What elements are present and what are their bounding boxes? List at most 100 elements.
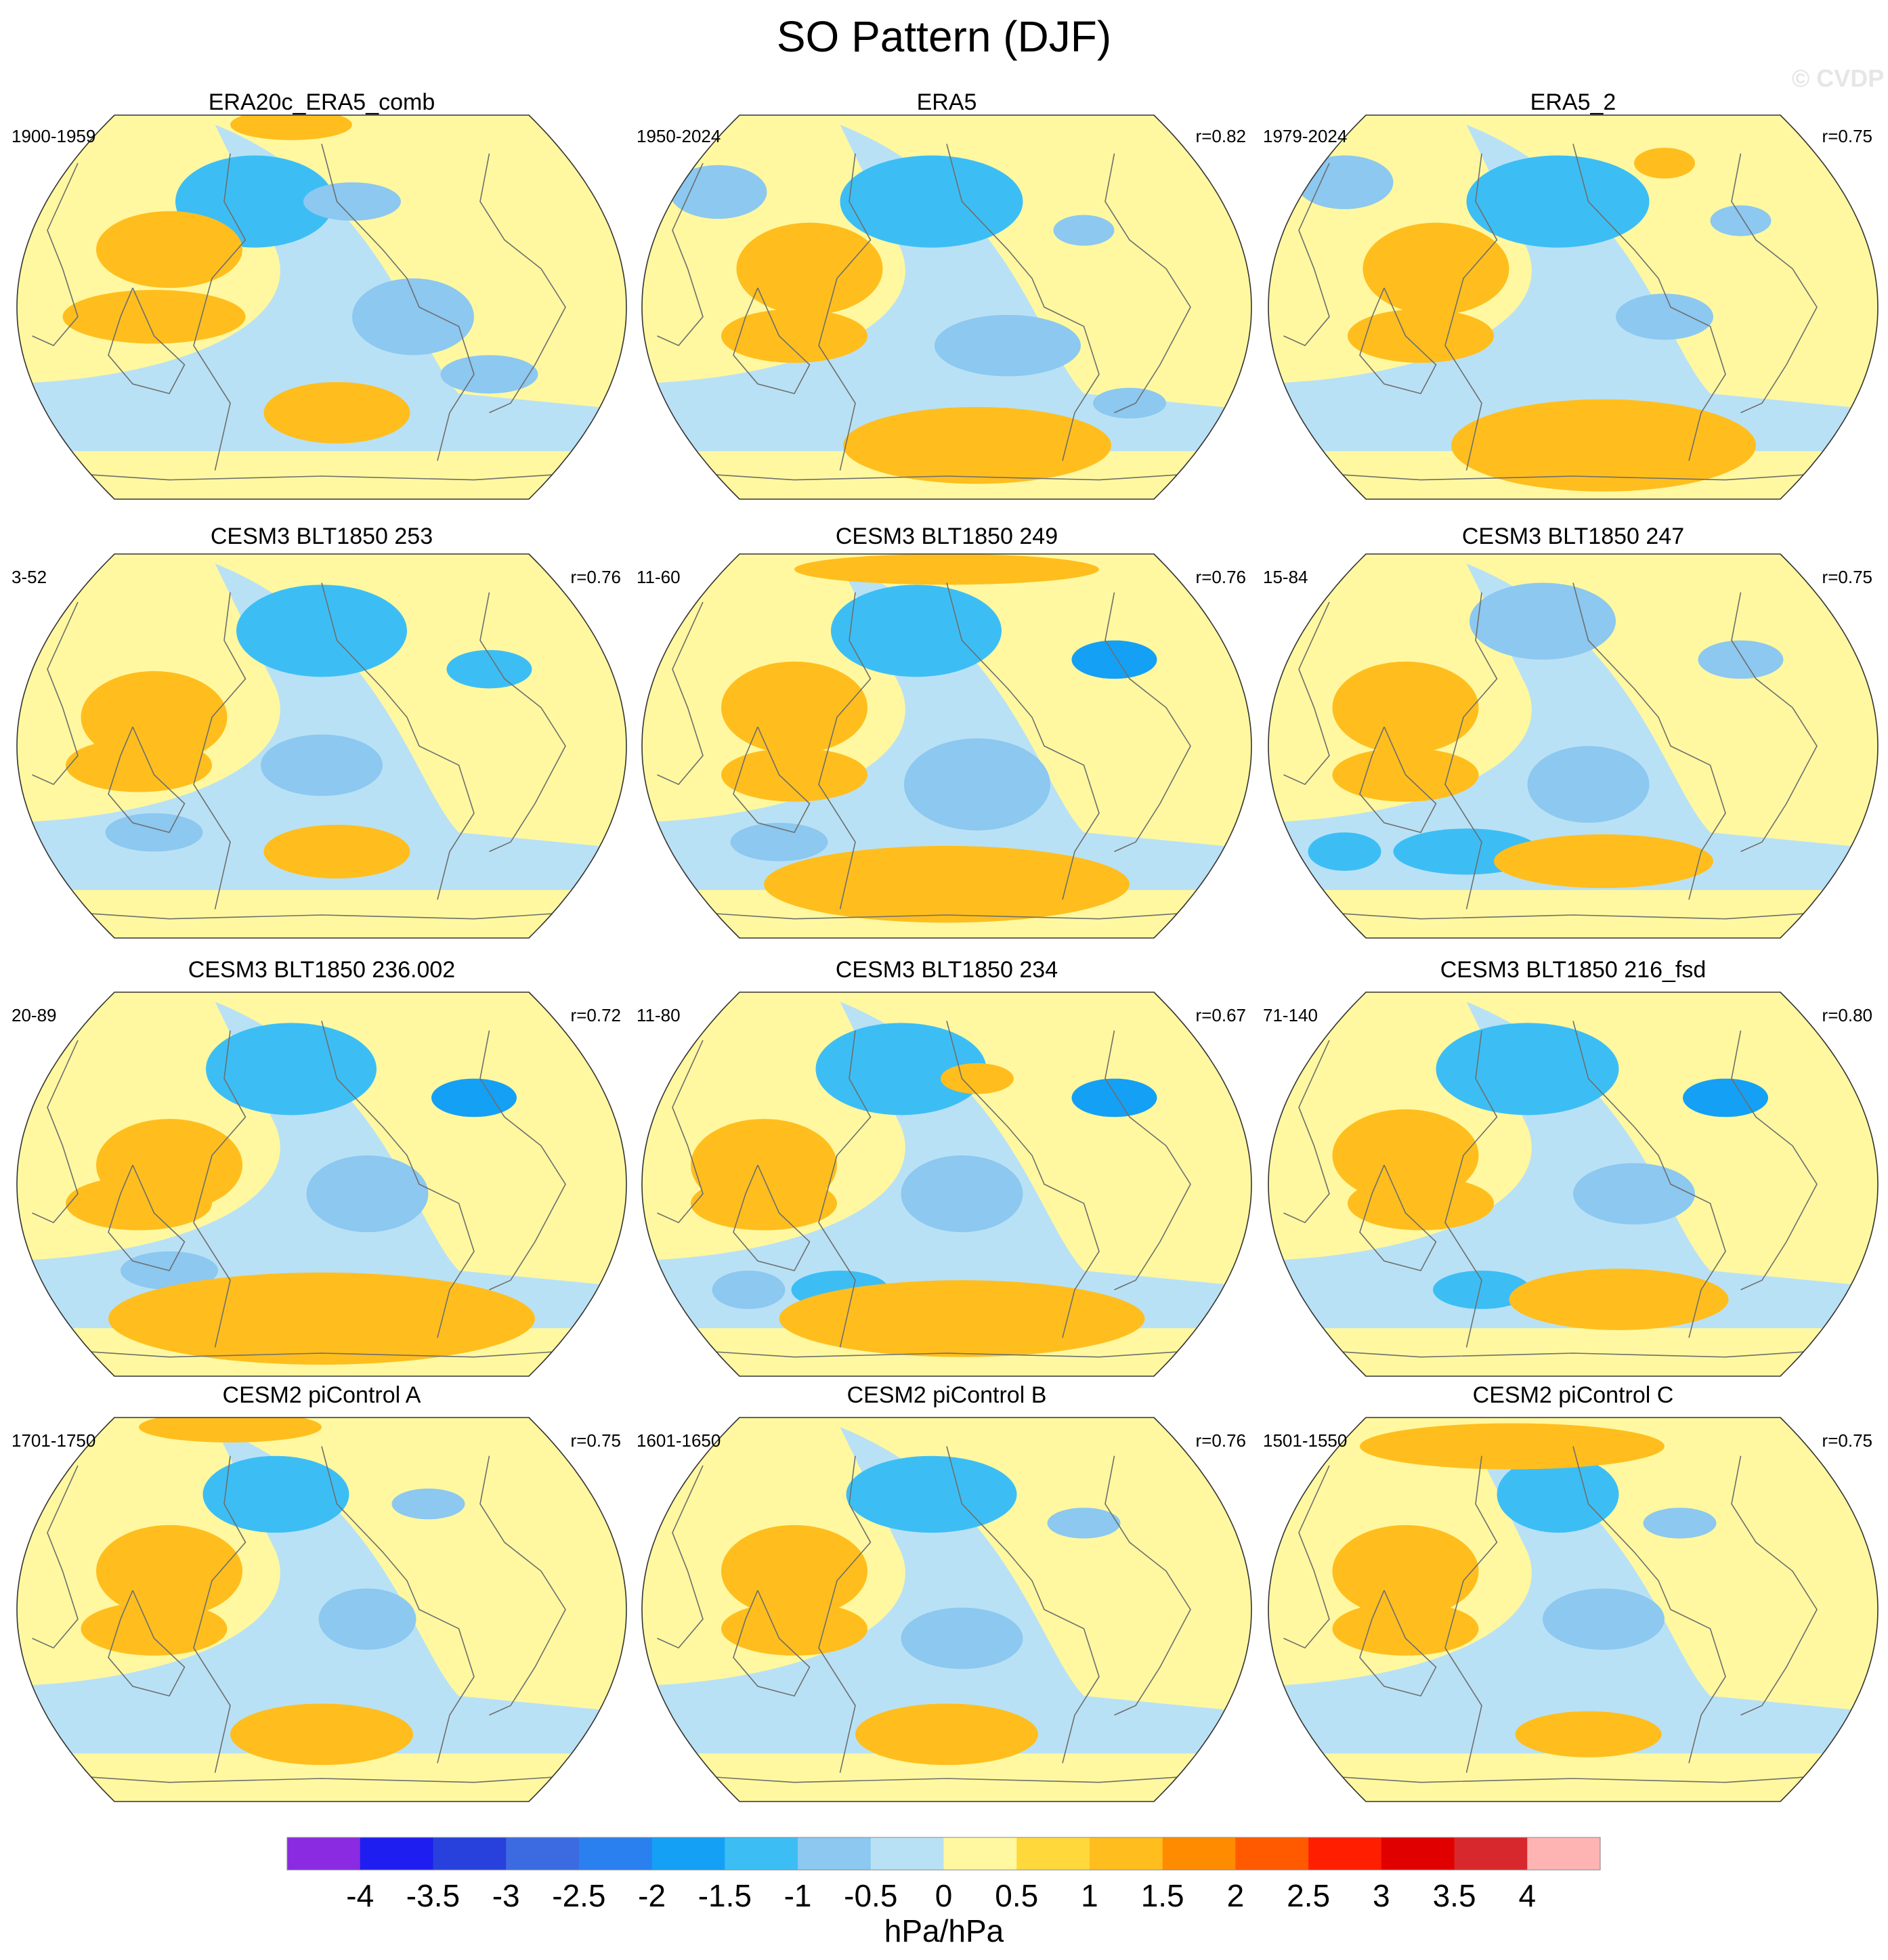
coastline <box>1731 1030 1818 1291</box>
anomaly-contour <box>831 584 1002 677</box>
colorbar-swatch <box>506 1837 580 1870</box>
panel-years: 1979-2024 <box>1263 126 1347 146</box>
anomaly-contour <box>96 211 242 289</box>
anomaly-contour <box>391 1488 465 1520</box>
coastline <box>647 1772 1246 1783</box>
coastline <box>479 153 566 414</box>
anomaly-contour <box>1573 1163 1695 1225</box>
anomaly-contour <box>721 661 867 754</box>
colorbar-swatch <box>287 1837 361 1870</box>
anomaly-contour <box>1348 1176 1494 1231</box>
panel-title: CESM2 piControl B <box>847 1382 1047 1408</box>
colorbar-tick-label: -0.5 <box>844 1878 897 1913</box>
panel-correlation: r=0.67 <box>1196 1005 1246 1025</box>
map-outline <box>641 1417 1252 1802</box>
coastlines <box>647 144 1246 481</box>
anomaly-contour <box>1698 640 1784 679</box>
map-panel: ERA20c_ERA5_comb 1900-1959 <box>12 89 627 500</box>
anomaly-contour <box>1509 1269 1729 1330</box>
positive-anomaly-region <box>1268 911 1878 938</box>
panel-title: CESM3 BLT1850 247 <box>1462 524 1684 549</box>
colorbar-tick-label: -3.5 <box>406 1878 460 1913</box>
map-outline <box>1268 1417 1879 1802</box>
colorbar-tick-label: -1.5 <box>698 1878 752 1913</box>
positive-anomaly-region <box>17 472 626 499</box>
colorbar-swatch <box>578 1837 653 1870</box>
coastline <box>1572 582 1726 900</box>
coastlines <box>22 144 621 481</box>
coastline <box>946 1021 1100 1338</box>
negative-anomaly-region <box>1268 1002 1878 1329</box>
anomaly-contour <box>1469 582 1616 660</box>
map-outline <box>16 992 627 1377</box>
panel-correlation: r=0.76 <box>1196 1430 1246 1451</box>
anomaly-contour <box>446 649 532 689</box>
anomaly-contour <box>139 1418 322 1443</box>
negative-anomaly-region <box>642 1427 1251 1754</box>
coastline <box>946 582 1100 900</box>
anomaly-contour <box>1616 293 1713 340</box>
coastline <box>647 908 1246 920</box>
coastlines <box>1274 1021 1872 1358</box>
anomaly-contour <box>1466 155 1650 248</box>
map-outline <box>641 992 1252 1377</box>
map-panels: ERA20c_ERA5_comb 1900-1959 ERA5 1950-2024 r=… <box>12 89 1879 1802</box>
coastlines <box>1274 582 1872 920</box>
map-panel: CESM3 BLT1850 236.002 20-89 r=0.72 <box>12 957 627 1377</box>
colorbar-swatch <box>1235 1837 1309 1870</box>
anomaly-contour <box>721 309 867 363</box>
anomaly-contour <box>840 155 1023 248</box>
coastline <box>1731 1455 1818 1716</box>
colorbar-swatch <box>725 1837 798 1870</box>
coastline <box>657 1040 704 1224</box>
colorbar-frame <box>286 1837 1601 1871</box>
anomaly-contour <box>846 1455 1017 1533</box>
anomaly-contour <box>1295 155 1394 209</box>
coastline <box>657 1465 704 1649</box>
panel-correlation: r=0.80 <box>1822 1005 1872 1025</box>
map-panel: CESM2 piControl B 1601-1650 r=0.76 <box>637 1382 1252 1802</box>
panel-title: CESM3 BLT1850 253 <box>211 524 433 549</box>
map-panel: CESM3 BLT1850 216_fsd 71-140 r=0.80 <box>1263 957 1879 1377</box>
colorbar-swatch <box>1527 1837 1601 1870</box>
panel-correlation: r=0.75 <box>571 1430 621 1451</box>
anomaly-contour <box>764 845 1130 923</box>
colorbar-swatch <box>1308 1837 1382 1870</box>
panel-title: CESM2 piControl A <box>223 1382 421 1408</box>
coastline <box>1444 1030 1498 1348</box>
colorbar-swatch <box>1089 1837 1163 1870</box>
coastlines <box>647 1446 1246 1783</box>
coastline <box>108 726 186 834</box>
coastline <box>1274 469 1872 481</box>
coastline <box>479 592 566 853</box>
map-outline <box>1268 114 1879 500</box>
anomaly-contour <box>1332 1602 1479 1656</box>
panel-title: ERA5 <box>917 89 977 115</box>
coastline <box>818 153 872 471</box>
anomaly-contour <box>431 1078 517 1117</box>
colorbar-swatch <box>798 1837 872 1870</box>
panel-years: 3-52 <box>12 567 47 587</box>
anomaly-contour <box>62 289 246 344</box>
positive-anomaly-region <box>17 911 626 938</box>
anomaly-contour <box>721 748 867 802</box>
panel-years: 1950-2024 <box>637 126 721 146</box>
colorbar-swatch <box>1381 1837 1455 1870</box>
coastline <box>32 601 79 786</box>
panel-correlation: r=0.76 <box>571 567 621 587</box>
map-panel: ERA5_2 1979-2024 r=0.75 <box>1263 89 1879 500</box>
coastline <box>193 153 246 471</box>
coastline <box>1283 601 1330 786</box>
map-panel: CESM3 BLT1850 247 15-84 r=0.75 <box>1263 524 1879 939</box>
panel-years: 11-80 <box>637 1005 681 1025</box>
map-panel: CESM2 piControl A 1701-1750 r=0.75 <box>12 1382 627 1802</box>
anomaly-contour <box>1436 1023 1619 1115</box>
anomaly-contour <box>1348 309 1494 363</box>
coastline <box>1359 287 1437 395</box>
colorbar-tick-label: 1 <box>1081 1878 1098 1913</box>
panel-correlation: r=0.75 <box>1822 567 1872 587</box>
coastline <box>1283 163 1330 347</box>
map-outline <box>16 1417 627 1802</box>
anomaly-contour <box>1053 215 1115 246</box>
coastline <box>1274 908 1872 920</box>
